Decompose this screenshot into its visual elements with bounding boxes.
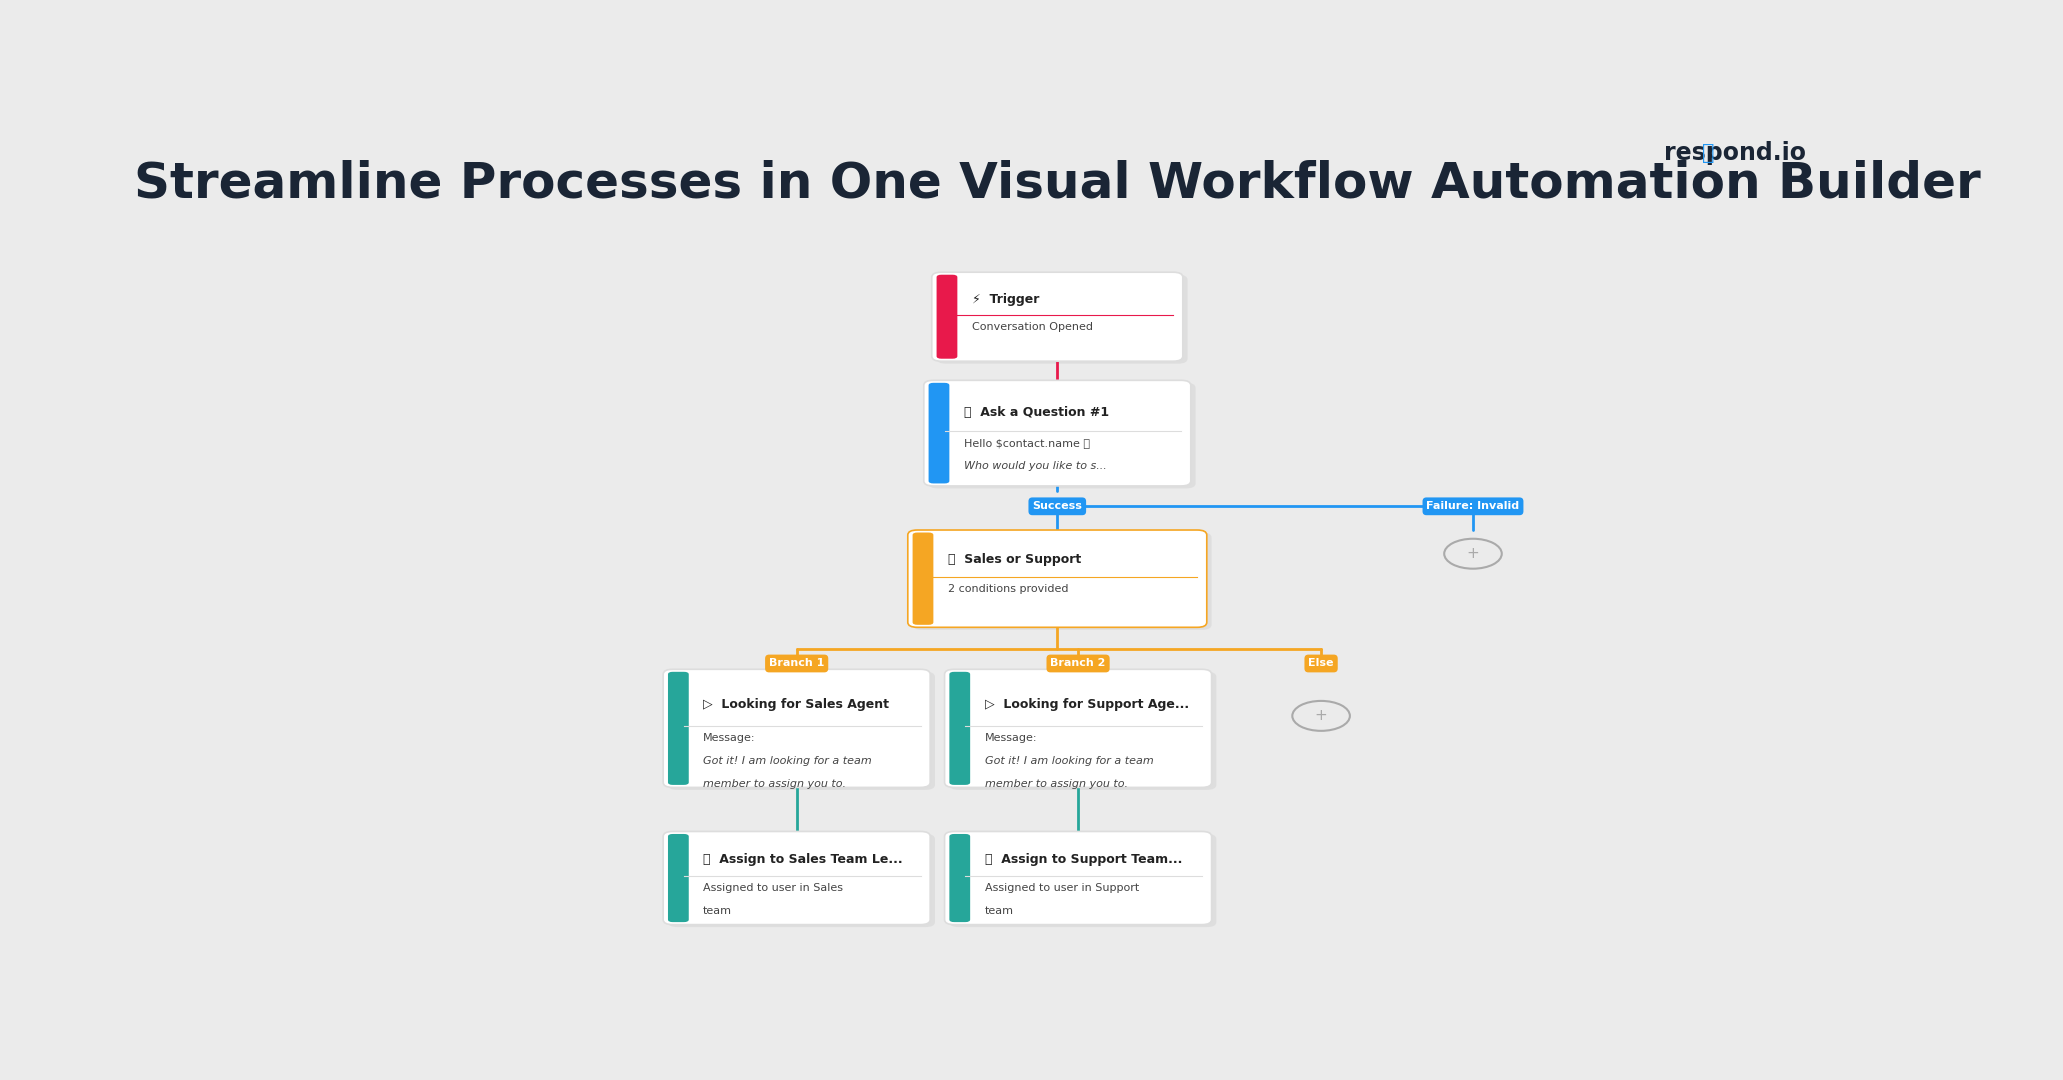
FancyBboxPatch shape (949, 834, 1217, 927)
Text: Who would you like to s...: Who would you like to s... (963, 461, 1106, 471)
Text: 2 conditions provided: 2 conditions provided (947, 583, 1069, 594)
FancyBboxPatch shape (937, 274, 1188, 364)
FancyBboxPatch shape (912, 532, 932, 625)
FancyBboxPatch shape (945, 832, 1211, 924)
FancyBboxPatch shape (945, 670, 1211, 787)
Text: member to assign you to.: member to assign you to. (703, 780, 846, 789)
Text: ⚡  Trigger: ⚡ Trigger (972, 293, 1040, 306)
FancyBboxPatch shape (932, 272, 1182, 361)
FancyBboxPatch shape (928, 382, 949, 484)
Text: Got it! I am looking for a team: Got it! I am looking for a team (703, 756, 873, 766)
Text: Hello $contact.name 👋: Hello $contact.name 👋 (963, 437, 1089, 448)
FancyBboxPatch shape (928, 382, 1197, 488)
FancyBboxPatch shape (662, 832, 930, 924)
FancyBboxPatch shape (949, 672, 970, 785)
Text: Success: Success (1032, 501, 1083, 511)
Text: 👤  Assign to Sales Team Le...: 👤 Assign to Sales Team Le... (703, 853, 904, 866)
Text: member to assign you to.: member to assign you to. (984, 780, 1128, 789)
Text: team: team (984, 906, 1013, 916)
Text: Message:: Message: (703, 733, 755, 743)
FancyBboxPatch shape (949, 672, 1217, 789)
FancyBboxPatch shape (668, 834, 689, 922)
Text: Branch 1: Branch 1 (769, 659, 825, 669)
Text: 🗸: 🗸 (1702, 143, 1714, 163)
Text: Failure: Invalid: Failure: Invalid (1426, 501, 1520, 511)
Text: ▷  Looking for Sales Agent: ▷ Looking for Sales Agent (703, 698, 889, 711)
Text: Conversation Opened: Conversation Opened (972, 322, 1093, 332)
Circle shape (1444, 539, 1502, 569)
Text: +: + (1467, 546, 1479, 562)
Text: ⓘ  Ask a Question #1: ⓘ Ask a Question #1 (963, 406, 1110, 419)
FancyBboxPatch shape (668, 672, 689, 785)
Text: Got it! I am looking for a team: Got it! I am looking for a team (984, 756, 1153, 766)
Text: ▷  Looking for Support Age...: ▷ Looking for Support Age... (984, 698, 1188, 711)
Text: respond.io: respond.io (1663, 140, 1805, 165)
FancyBboxPatch shape (912, 532, 1211, 630)
Text: team: team (703, 906, 732, 916)
Text: +: + (1314, 708, 1327, 724)
FancyBboxPatch shape (668, 672, 935, 789)
Text: Assigned to user in Sales: Assigned to user in Sales (703, 883, 844, 893)
FancyBboxPatch shape (949, 834, 970, 922)
Text: 👥  Sales or Support: 👥 Sales or Support (947, 553, 1081, 566)
FancyBboxPatch shape (924, 380, 1190, 486)
Text: Else: Else (1308, 659, 1335, 669)
FancyBboxPatch shape (937, 274, 957, 359)
Text: Streamline Processes in One Visual Workflow Automation Builder: Streamline Processes in One Visual Workf… (134, 160, 1980, 207)
Text: Assigned to user in Support: Assigned to user in Support (984, 883, 1139, 893)
Text: Message:: Message: (984, 733, 1038, 743)
FancyBboxPatch shape (668, 834, 935, 927)
FancyBboxPatch shape (908, 530, 1207, 627)
FancyBboxPatch shape (662, 670, 930, 787)
Text: 👤  Assign to Support Team...: 👤 Assign to Support Team... (984, 853, 1182, 866)
Text: Branch 2: Branch 2 (1050, 659, 1106, 669)
Circle shape (1291, 701, 1349, 731)
